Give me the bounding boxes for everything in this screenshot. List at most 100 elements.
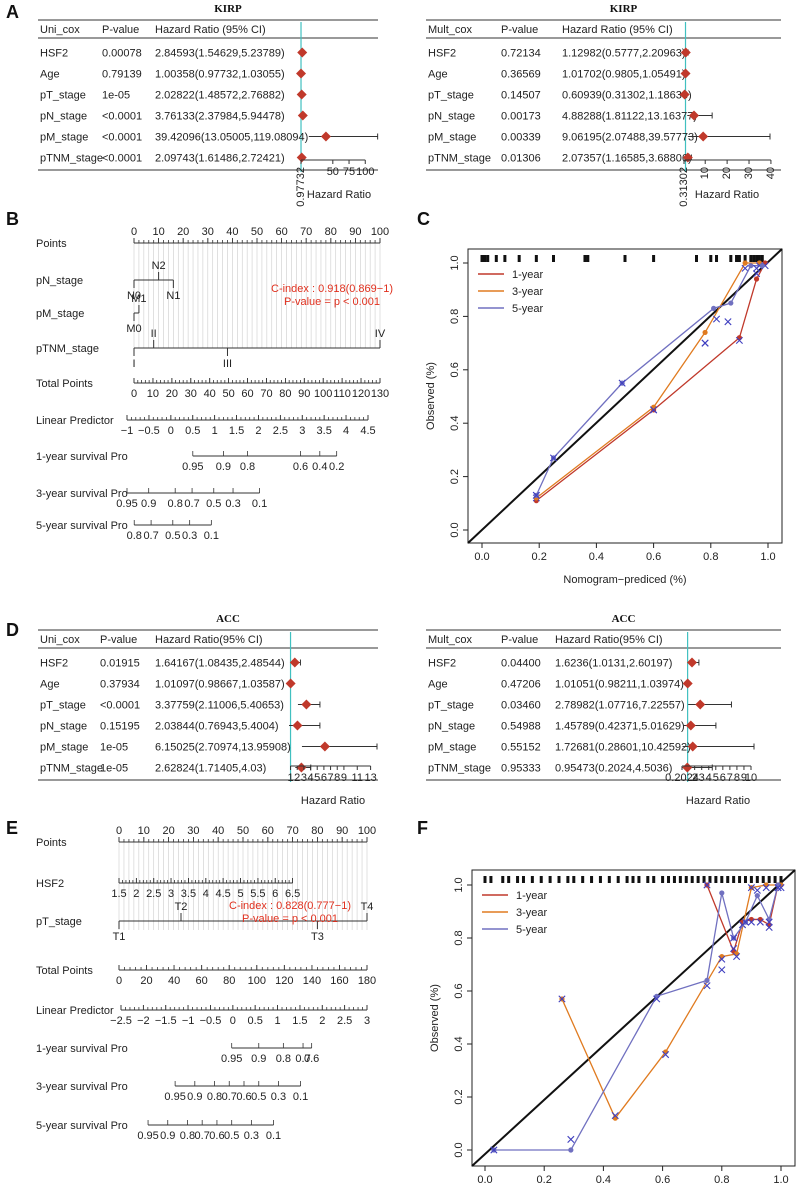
- rug-mark: [755, 876, 759, 883]
- series-point: [734, 951, 740, 957]
- rug-mark: [743, 876, 747, 883]
- tick-label: 0.8: [127, 530, 142, 542]
- tick-label: −2.5: [110, 1015, 132, 1027]
- tick-label: 20: [177, 226, 189, 238]
- rug-mark: [729, 255, 733, 262]
- corrected-cross: [747, 884, 755, 892]
- tick-label: 20: [140, 975, 152, 987]
- column-header: P-value: [501, 24, 538, 36]
- y-tick-label: 0.6: [449, 362, 461, 377]
- row-p-value: 0.37934: [100, 679, 140, 691]
- rug-mark: [749, 876, 753, 883]
- row-p-value: 0.72134: [501, 48, 541, 60]
- tick-label: 0.9: [216, 461, 231, 473]
- panel-label-e: E: [6, 818, 18, 838]
- series-point: [757, 916, 763, 923]
- corrected-cross: [490, 1146, 498, 1154]
- p-value-label: P-value = p < 0.001: [242, 913, 338, 925]
- row-p-value: 1e-05: [100, 763, 128, 775]
- rug-mark: [607, 876, 611, 883]
- corrected-cross: [650, 406, 658, 414]
- rug-mark: [767, 876, 771, 883]
- x-tick-label: 5: [713, 772, 719, 784]
- forest-plot-acc-mult: ACC Mult_cox P-value Hazard Ratio(95% CI) HS…: [426, 613, 781, 807]
- tick-label: 0.95: [164, 1091, 185, 1103]
- corrected-cross: [618, 379, 626, 387]
- rug-mark: [743, 255, 747, 262]
- hr-diamond: [695, 699, 706, 710]
- tick-label: 0.6: [304, 1053, 319, 1065]
- rug-mark: [737, 255, 741, 262]
- x-tick-label: 8: [734, 772, 740, 784]
- x-tick-label: 10: [699, 167, 711, 179]
- series-point: [711, 305, 717, 311]
- row-p-value: 0.47206: [501, 679, 541, 691]
- rug-mark: [539, 876, 543, 883]
- row-p-value: 0.00339: [501, 132, 541, 144]
- tick-label: 60: [241, 388, 253, 400]
- rug-mark: [494, 255, 498, 262]
- column-header: P-value: [100, 634, 137, 646]
- rug-mark: [715, 255, 719, 262]
- row-p-value: <0.0001: [102, 111, 142, 123]
- row-label: 5-year survival Pro: [36, 520, 128, 532]
- x-axis-label: Nomogram−prediced (%): [563, 574, 686, 586]
- tick-label: 80: [311, 825, 323, 837]
- y-tick-label: 1.0: [453, 877, 465, 892]
- tick-label: 0: [116, 825, 122, 837]
- panel-label-f: F: [417, 818, 428, 838]
- rug-mark: [702, 876, 706, 883]
- row-hazard-ratio: 1.6236(1.0131,2.60197): [555, 658, 672, 670]
- column-header: P-value: [501, 634, 538, 646]
- forest-title: ACC: [216, 613, 240, 625]
- rug-mark: [552, 255, 555, 262]
- y-axis-label: Observed (%): [429, 984, 441, 1052]
- row-hazard-ratio: 1.01702(0.9805,1.05491): [562, 69, 686, 81]
- tick-label: 0.4: [312, 461, 327, 473]
- tick-label: 4.5: [360, 425, 375, 437]
- tick-label: 0.8: [276, 1053, 291, 1065]
- tick-label: 60: [262, 825, 274, 837]
- tick-label: 130: [371, 388, 389, 400]
- rug-mark: [678, 876, 682, 883]
- x-tick-label: 0.31302: [678, 167, 690, 207]
- x-tick-label: 2: [692, 772, 698, 784]
- category-label: N1: [166, 290, 180, 302]
- tick-label: 0.9: [141, 498, 156, 510]
- tick-label: 1.5: [292, 1015, 307, 1027]
- row-hazard-ratio: 2.02822(1.48572,2.76882): [155, 90, 285, 102]
- tick-label: 0.5: [165, 530, 180, 542]
- corrected-cross: [730, 934, 738, 942]
- row-hazard-ratio: 4.88288(1.81122,13.16377): [562, 111, 697, 123]
- tick-label: 100: [358, 825, 376, 837]
- rug-mark: [637, 876, 641, 883]
- tick-label: 40: [212, 825, 224, 837]
- ideal-diagonal: [471, 869, 796, 1167]
- rug-mark: [709, 255, 713, 262]
- column-header: Hazard Ratio(95% CI): [155, 634, 263, 646]
- row-hazard-ratio: 1.12982(0.5777,2.20963): [562, 48, 686, 60]
- category-label: T2: [175, 901, 188, 913]
- row-name: HSF2: [40, 48, 68, 60]
- tick-label: 50: [222, 388, 234, 400]
- x-tick-label: 13: [364, 772, 376, 784]
- y-axis-label: Observed (%): [425, 362, 437, 430]
- row-label: pN_stage: [36, 275, 83, 287]
- series-point: [704, 977, 710, 984]
- column-header: Hazard Ratio (95% CI): [562, 24, 673, 36]
- series-point: [766, 916, 772, 923]
- rug-mark: [646, 876, 650, 883]
- corrected-cross: [718, 966, 726, 974]
- corrected-cross: [753, 886, 761, 894]
- tick-label: 1.5: [229, 425, 244, 437]
- x-tick-label: 7: [727, 772, 733, 784]
- tick-label: 3: [168, 888, 174, 900]
- tick-label: 110: [333, 388, 351, 400]
- corrected-cross: [733, 952, 741, 961]
- x-axis-label: Hazard Ratio: [301, 795, 365, 807]
- rug-mark: [548, 876, 552, 883]
- tick-label: 2.5: [273, 425, 288, 437]
- x-tick-label: 0.0: [474, 551, 489, 563]
- tick-label: 70: [286, 825, 298, 837]
- corrected-cross: [762, 884, 770, 892]
